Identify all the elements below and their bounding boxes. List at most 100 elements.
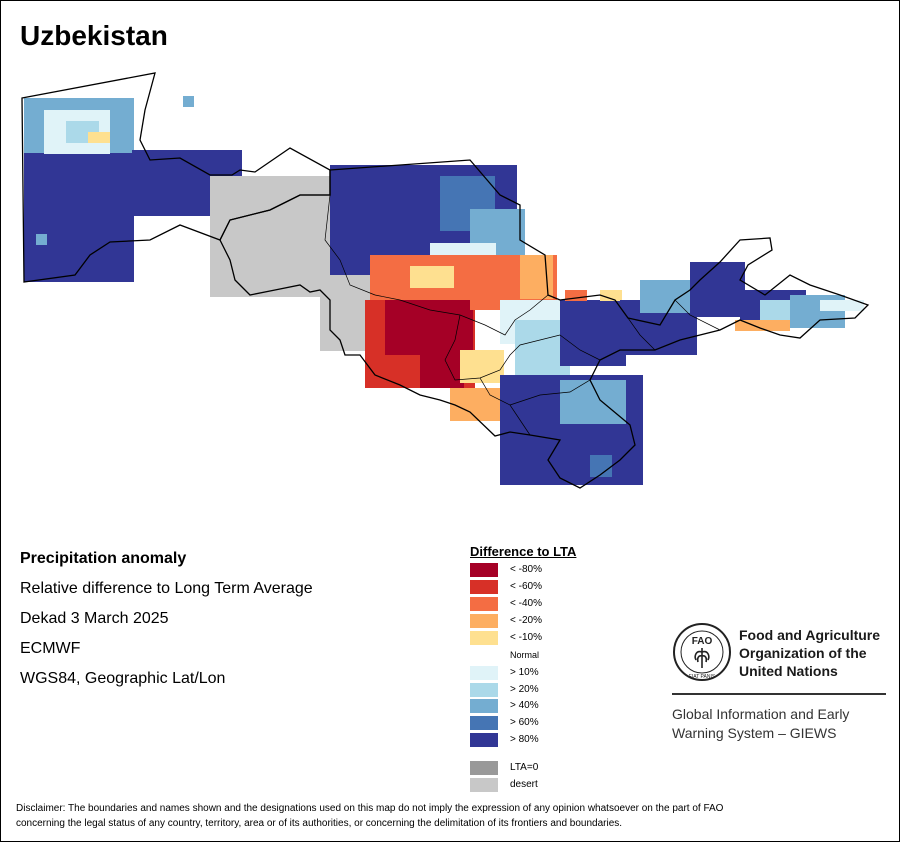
grid-cell (418, 165, 429, 176)
grid-cell (24, 227, 35, 238)
grid-cell (462, 165, 473, 176)
grid-cell (503, 209, 514, 220)
grid-cell (123, 238, 134, 249)
grid-cell (287, 253, 298, 264)
grid-cell (187, 150, 198, 161)
grid-cell (533, 397, 544, 408)
grid-cell (123, 150, 134, 161)
grid-cell (112, 227, 123, 238)
grid-cell (604, 344, 615, 355)
grid-cell (132, 205, 143, 216)
grid-cell (673, 302, 684, 313)
grid-cell (370, 277, 381, 288)
grid-cell (801, 306, 812, 317)
grid-cell (746, 320, 757, 331)
legend-title: Difference to LTA (470, 544, 577, 559)
grid-cell (396, 165, 407, 176)
grid-cell (462, 311, 473, 322)
legend-swatch (470, 563, 498, 577)
grid-cell (481, 255, 492, 266)
grid-cell (615, 402, 626, 413)
grid-cell (398, 366, 409, 377)
grid-cell (353, 307, 364, 318)
grid-cell (220, 161, 231, 172)
grid-cell (493, 372, 504, 383)
grid-cell (276, 253, 287, 264)
grid-cell (418, 231, 429, 242)
grid-cell (352, 264, 363, 275)
grid-cell (740, 290, 751, 301)
grid-cell (35, 227, 46, 238)
grid-cell (506, 176, 517, 187)
grid-cell (57, 260, 68, 271)
legend-label: < -40% (510, 598, 542, 609)
grid-cell (243, 198, 254, 209)
grid-cell (90, 172, 101, 183)
grid-cell (610, 452, 621, 463)
grid-cell (183, 96, 194, 107)
grid-cell (276, 275, 287, 286)
grid-cell (751, 301, 762, 312)
grid-cell (462, 187, 473, 198)
grid-cell (760, 300, 771, 311)
grid-cell (472, 399, 483, 410)
grid-cell (55, 110, 66, 121)
grid-cell (57, 161, 68, 172)
grid-cell (352, 198, 363, 209)
grid-cell (176, 161, 187, 172)
grid-cell (458, 277, 469, 288)
grid-cell (500, 322, 511, 333)
grid-cell (450, 399, 461, 410)
grid-cell (500, 430, 511, 441)
grid-cell (420, 377, 431, 388)
grid-cell (522, 452, 533, 463)
grid-cell (690, 306, 701, 317)
grid-cell (664, 311, 675, 322)
grid-cell (601, 455, 612, 466)
anomaly-grid (24, 96, 864, 485)
grid-cell (537, 353, 548, 364)
grid-cell (123, 161, 134, 172)
grid-cell (642, 333, 653, 344)
grid-cell (566, 441, 577, 452)
grid-cell (101, 227, 112, 238)
grid-cell (320, 198, 331, 209)
grid-cell (522, 441, 533, 452)
grid-cell (243, 231, 254, 242)
grid-cell (740, 312, 751, 323)
grid-cell (387, 366, 398, 377)
grid-cell (376, 322, 387, 333)
grid-cell (751, 312, 762, 323)
grid-cell (673, 280, 684, 291)
grid-cell (101, 172, 112, 183)
grid-cell (243, 264, 254, 275)
grid-cell (701, 306, 712, 317)
grid-cell (370, 255, 381, 266)
grid-cell (555, 430, 566, 441)
grid-cell (88, 110, 99, 121)
grid-cell (751, 290, 762, 301)
grid-cell (232, 264, 243, 275)
grid-cell (385, 209, 396, 220)
grid-cell (451, 176, 462, 187)
grid-cell (407, 220, 418, 231)
grid-cell (834, 306, 845, 317)
grid-cell (599, 474, 610, 485)
grid-cell (653, 322, 664, 333)
grid-cell (492, 277, 503, 288)
grid-cell (471, 372, 482, 383)
grid-cell (621, 430, 632, 441)
legend-label: < -10% (510, 632, 542, 643)
grid-cell (470, 231, 481, 242)
grid-cell (533, 463, 544, 474)
grid-cell (734, 284, 745, 295)
grid-cell (68, 150, 79, 161)
grid-cell (610, 430, 621, 441)
grid-cell (526, 331, 537, 342)
grid-cell (414, 288, 425, 299)
grid-cell (396, 344, 407, 355)
grid-cell (165, 187, 176, 198)
grid-cell (565, 290, 576, 301)
legend-swatch (470, 631, 498, 645)
grid-cell (101, 161, 112, 172)
